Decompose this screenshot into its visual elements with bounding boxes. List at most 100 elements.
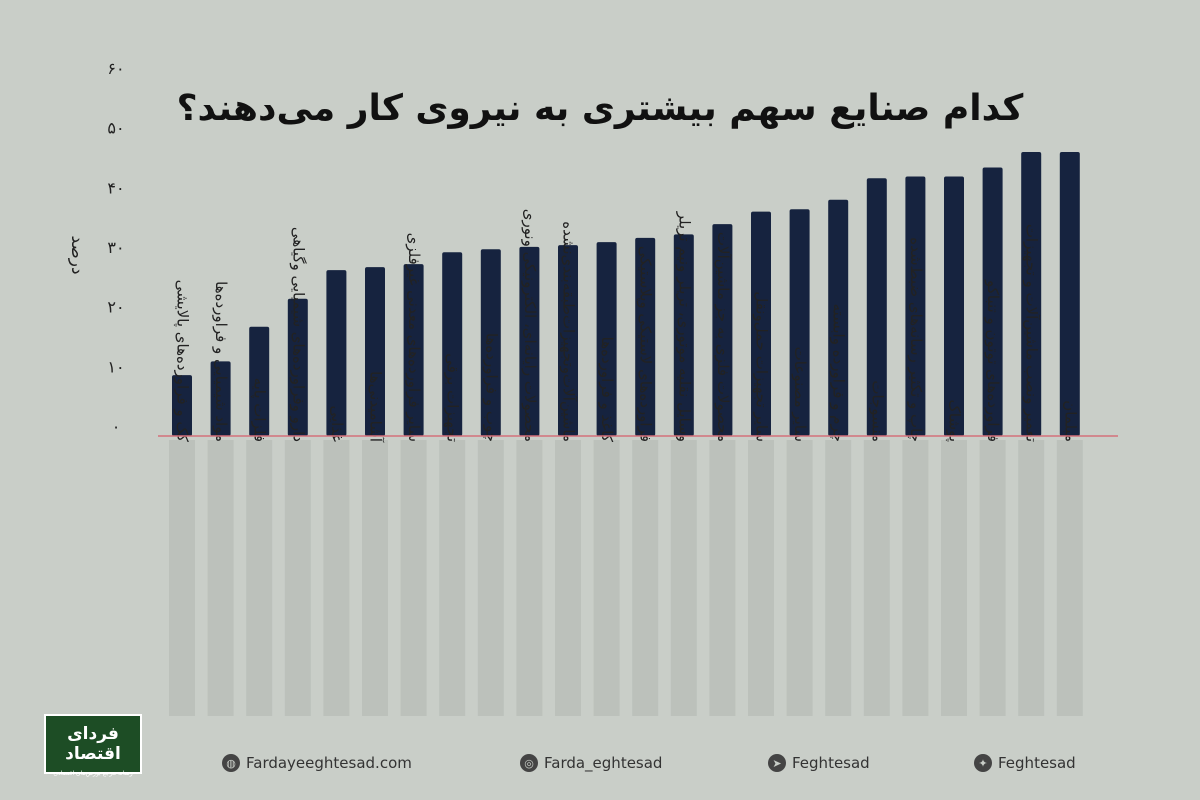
category-label: کک و فراورده‌های پالایشی — [173, 280, 192, 443]
category-background-column — [555, 440, 581, 716]
bar — [596, 242, 617, 436]
logo-text: فردای اقتصاد — [65, 724, 121, 764]
category-label: فلزات پایه — [250, 378, 269, 442]
background-columns — [169, 440, 1083, 716]
bar — [1021, 151, 1042, 436]
bar — [442, 252, 463, 436]
category-label: پوشاک — [945, 400, 964, 443]
category-label: سایر فراورده‌های معدنی غیرفلزی — [405, 233, 423, 442]
category-label: ماشین‌آلات‌وتجهیزات‌طبقه‌بندی‌نشده — [560, 221, 578, 442]
category-label: محصولات فلزی به جز ماشین‌آلات — [714, 232, 732, 442]
category-background-column — [825, 440, 852, 716]
category-label: دارو وفراورده‌های شیمیایی وگیاهی — [289, 227, 307, 442]
chart-title: کدام صنایع سهم بیشتری به نیروی کار می‌ده… — [176, 88, 1024, 129]
category-label: تعمیر ونصب ماشین‌آلات و تجهیزات — [1023, 224, 1041, 442]
category-background-column — [670, 440, 697, 716]
category-background-column — [902, 440, 929, 716]
category-background-column — [941, 440, 967, 716]
category-background-column — [1018, 440, 1045, 716]
bar — [635, 237, 656, 436]
category-background-column — [207, 440, 234, 716]
category-label: وسایل نقلیه موتوری، تریلر ونیم تریلر — [675, 211, 693, 442]
bar — [558, 245, 578, 436]
footer-website-link[interactable]: ◍ Fardayeeghtesad.com — [222, 752, 412, 774]
bar — [519, 246, 540, 436]
bar — [905, 176, 926, 436]
category-background-column — [632, 440, 659, 716]
category-background-column — [169, 440, 195, 716]
bar — [1059, 151, 1080, 436]
category-background-column — [400, 440, 427, 716]
category-label: منسوجات — [868, 380, 886, 442]
category-label: آشامیدنی‌ها — [367, 371, 385, 443]
y-tick-label: ۴۰ — [107, 178, 124, 197]
bar — [673, 234, 694, 436]
category-background-column — [979, 440, 1006, 716]
bar — [403, 264, 424, 436]
bar — [249, 326, 270, 436]
bar — [172, 375, 192, 436]
y-tick-label: ۱۰ — [107, 357, 124, 376]
y-axis-ticks: ۰ ۱۰ ۲۰ ۳۰ ۴۰ ۵۰ ۶۰ — [107, 59, 124, 436]
footer-telegram-text: Feghtesad — [792, 754, 870, 772]
bar — [944, 176, 964, 436]
instagram-icon: ◎ — [520, 754, 538, 772]
category-background-column — [246, 440, 273, 716]
footer-telegram-link[interactable]: ➤ Feghtesad — [768, 752, 870, 774]
twitter-icon: ✦ — [974, 754, 992, 772]
globe-icon: ◍ — [222, 754, 240, 772]
bar — [480, 249, 501, 436]
y-tick-label: ۲۰ — [107, 298, 124, 317]
footer-instagram-link[interactable]: ◎ Farda_eghtesad — [520, 752, 662, 774]
bar — [326, 270, 347, 436]
category-label: غذایی — [328, 405, 346, 442]
category-labels: کک و فراورده‌های پالایشی مواد شیمیایی و ف… — [173, 209, 1080, 443]
category-background-column — [362, 440, 388, 716]
category-label: چاپ و تکثیر رسانه‌های ضبط‌شده — [907, 237, 925, 442]
y-tick-label: ۶۰ — [107, 59, 124, 78]
bar — [828, 199, 849, 436]
category-label: سایر تجهیزات حمل‌ونقل — [753, 291, 771, 442]
category-background-column — [709, 440, 736, 716]
category-label: محصولات رایانه‌ای، الکترونیکی ونوری — [521, 209, 539, 442]
category-label: تجهیزات برقی — [444, 353, 462, 442]
category-background-column — [323, 440, 350, 716]
category-label: فراورده‌های توتون و تنباکو — [984, 279, 1002, 442]
bar — [287, 298, 308, 436]
category-background-column — [439, 440, 466, 716]
footer-website-text: Fardayeeghtesad.com — [246, 754, 412, 772]
bars — [172, 151, 1080, 437]
category-background-column — [748, 440, 774, 716]
y-tick-label: ۵۰ — [107, 119, 124, 138]
category-background-column — [593, 440, 620, 716]
logo-subtitle: رسانه مرجع بورس‌های اقتصادی — [53, 770, 133, 777]
bar — [712, 224, 733, 436]
category-label: مبلمان — [1061, 400, 1079, 442]
y-tick-label: ۳۰ — [107, 238, 124, 257]
category-background-column — [786, 440, 813, 716]
category-background-column — [863, 440, 890, 716]
telegram-icon: ➤ — [768, 754, 786, 772]
y-axis-label: درصد — [67, 235, 87, 274]
category-label: کاغذ و فراورده‌ها — [598, 337, 616, 443]
category-label: چوب و فراورده‌ها — [482, 333, 500, 442]
category-label: مواد شیمیایی و فراورده‌ها — [212, 281, 230, 442]
footer-instagram-text: Farda_eghtesad — [544, 754, 663, 772]
category-background-column — [1056, 440, 1083, 716]
bar — [789, 209, 810, 436]
bar — [866, 178, 887, 437]
bar — [210, 361, 231, 436]
category-label: فراورده‌های لاستیکی وپلاستیکی — [636, 246, 655, 442]
category-background-column — [477, 440, 504, 716]
footer-twitter-link[interactable]: ✦ Feghtesad — [974, 752, 1076, 774]
category-background-column — [284, 440, 311, 716]
bar — [365, 267, 385, 436]
category-label: چرم و فراورده وابسته — [830, 303, 848, 442]
category-label: سایر مصنوعات — [791, 347, 809, 442]
bar — [982, 167, 1003, 436]
bar — [751, 211, 771, 436]
footer-twitter-text: Feghtesad — [998, 754, 1076, 772]
y-tick-label: ۰ — [112, 417, 121, 436]
logo: فردای اقتصاد رسانه مرجع بورس‌های اقتصادی — [44, 714, 142, 777]
